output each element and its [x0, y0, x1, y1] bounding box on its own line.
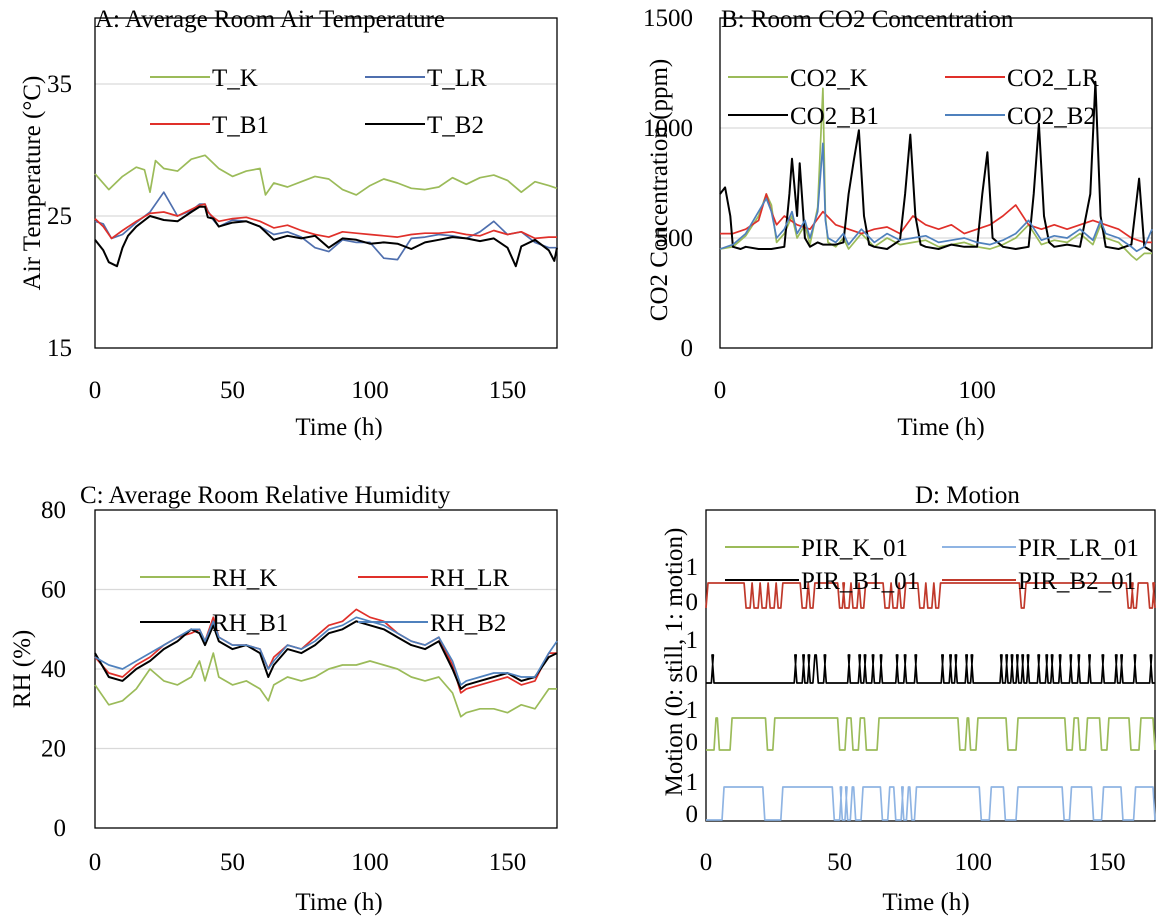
x-axis-label: Time (h) — [897, 414, 984, 441]
plot-area-frame — [705, 509, 1156, 822]
legend-entry: CO2_LR — [1007, 65, 1099, 92]
x-axis-label: Time (h) — [295, 889, 382, 916]
chart-title: A: Average Room Air Temperature — [95, 6, 445, 33]
y-tick-label: 1500 — [643, 5, 693, 32]
y-tick-label: 1 — [686, 697, 699, 724]
x-tick-label: 50 — [220, 377, 245, 404]
chart-panel-C — [94, 509, 558, 829]
chart-panel-B — [719, 17, 1153, 349]
series-line-pir-b2-01 — [705, 582, 1156, 609]
series-line-t-lr — [94, 191, 557, 261]
chart-title: C: Average Room Relative Humidity — [80, 482, 451, 509]
y-tick-label: 1 — [686, 627, 699, 654]
legend-entry: PIR_B2_01 — [1018, 568, 1136, 595]
legend-entry: PIR_K_01 — [801, 535, 908, 562]
y-axis-label: CO2 Concentration (ppm) — [646, 59, 673, 321]
y-axis-label: RH (%) — [9, 630, 36, 708]
x-tick-label: 0 — [714, 377, 727, 404]
legend-entry: T_B2 — [427, 112, 484, 139]
x-tick-label: 100 — [958, 377, 996, 404]
series-line-rh-b1 — [94, 620, 558, 690]
x-tick-label: 50 — [827, 849, 852, 876]
chart-panel-A — [94, 17, 558, 349]
plot-area-frame — [94, 509, 558, 829]
series-line-co2-b1 — [719, 80, 1153, 253]
y-tick-label: 35 — [47, 71, 72, 98]
x-tick-label: 150 — [489, 377, 527, 404]
y-tick-label: 20 — [41, 736, 66, 763]
y-tick-label: 1 — [686, 769, 699, 796]
y-tick-label: 0 — [54, 815, 67, 842]
y-tick-label: 0 — [686, 661, 699, 688]
x-tick-label: 100 — [351, 849, 389, 876]
legend-entry: RH_K — [212, 565, 277, 592]
y-tick-label: 0 — [686, 589, 699, 616]
y-tick-label: 0 — [686, 801, 699, 828]
y-tick-label: 40 — [41, 656, 66, 683]
x-tick-label: 0 — [89, 377, 102, 404]
series-line-t-k — [94, 154, 558, 196]
x-tick-label: 50 — [220, 849, 245, 876]
plot-area-frame — [94, 17, 558, 349]
series-line-pir-lr-01 — [706, 786, 1156, 821]
x-tick-label: 0 — [89, 849, 102, 876]
x-tick-label: 100 — [351, 377, 389, 404]
legend-entry: RH_LR — [430, 565, 510, 592]
series-line-co2-lr — [720, 193, 1152, 244]
series-line-rh-k — [94, 652, 557, 718]
x-axis-label: Time (h) — [882, 889, 969, 916]
series-line-pir-b1-01 — [706, 654, 1155, 684]
series-line-pir-k-01 — [706, 717, 1156, 751]
x-tick-label: 150 — [489, 849, 527, 876]
legend-entry: PIR_B1_01 — [801, 568, 919, 595]
y-axis-label: Motion (0: still, 1: motion) — [661, 528, 688, 797]
legend-entry: T_K — [212, 65, 258, 92]
y-tick-label: 1000 — [643, 115, 693, 142]
legend-entry: CO2_K — [790, 65, 868, 92]
y-axis-label: Air Temperature (°C) — [19, 76, 46, 291]
legend-entry: CO2_B2 — [1007, 103, 1096, 130]
legend-entry: RH_B1 — [212, 610, 288, 637]
x-axis-label: Time (h) — [295, 414, 382, 441]
x-tick-label: 100 — [955, 849, 993, 876]
y-tick-label: 500 — [656, 225, 694, 252]
series-line-rh-b2 — [94, 616, 558, 686]
series-line-rh-lr — [94, 608, 557, 694]
chart-title: B: Room CO2 Concentration — [721, 6, 1014, 33]
plot-area-frame — [719, 17, 1153, 349]
y-tick-label: 0 — [686, 729, 699, 756]
x-tick-label: 0 — [700, 849, 713, 876]
legend-entry: RH_B2 — [430, 610, 506, 637]
legend-entry: T_LR — [427, 65, 487, 92]
y-tick-label: 25 — [47, 203, 72, 230]
legend-entry: CO2_B1 — [790, 103, 879, 130]
y-tick-label: 60 — [41, 577, 66, 604]
legend-entry: PIR_LR_01 — [1018, 535, 1139, 562]
series-line-t-b1 — [94, 203, 557, 240]
chart-title: D: Motion — [915, 482, 1020, 509]
series-line-co2-b2 — [719, 142, 1153, 253]
y-tick-label: 80 — [41, 497, 66, 524]
y-tick-label: 0 — [681, 335, 694, 362]
y-tick-label: 15 — [47, 335, 72, 362]
x-tick-label: 150 — [1088, 849, 1126, 876]
legend-entry: T_B1 — [212, 112, 269, 139]
chart-panel-D — [705, 509, 1156, 822]
y-tick-label: 1 — [686, 554, 699, 581]
series-line-t-b2 — [94, 205, 558, 268]
